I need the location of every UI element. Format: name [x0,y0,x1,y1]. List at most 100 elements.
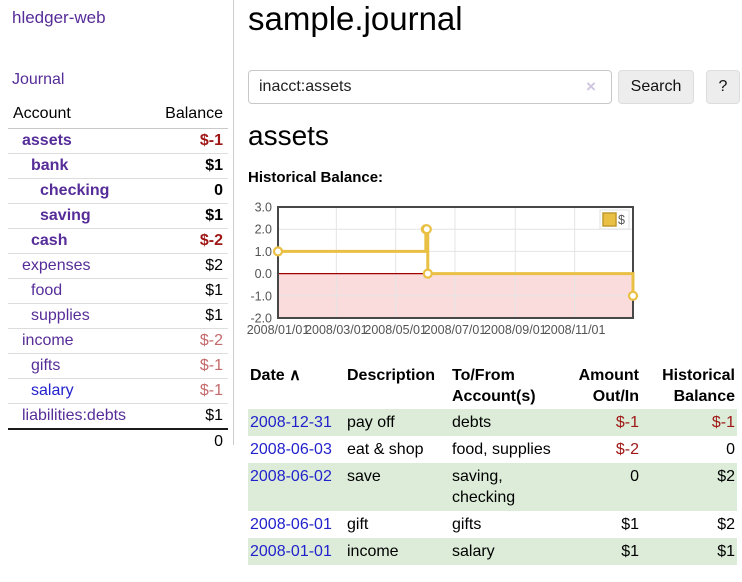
account-balance: $1 [149,303,228,329]
transaction-balance: $2 [717,468,735,485]
account-name-cell: liabilities:debts [8,403,150,430]
account-link-liabilities-debts[interactable]: liabilities:debts [22,407,127,424]
transaction-amount: $-1 [615,414,639,431]
transaction-accounts: debts [452,414,492,431]
plot-border [277,206,634,319]
x-tick-label: 2008/01/01 [247,323,310,337]
account-balance: $-1 [149,378,228,404]
account-name-cell: expenses [8,253,150,279]
y-tick-label: 2.0 [255,223,272,237]
transaction-row: 2008-01-01 income salary $1 $1 [248,538,737,565]
account-link-assets[interactable]: assets [22,132,72,149]
accounts-total-value: 0 [149,428,228,454]
accounts-total-spacer [8,428,150,454]
search-button[interactable]: Search [618,70,694,104]
transaction-date-cell: 2008-06-01 [248,511,345,538]
transaction-accounts: food, supplies [452,441,551,458]
account-name-cell: gifts [8,353,150,379]
account-link-cash[interactable]: cash [31,232,68,249]
x-tick-label: 2008/03/01 [305,323,368,337]
account-balance: $1 [149,153,228,179]
transaction-balance: 0 [726,441,735,458]
y-tick-label: 3.0 [255,201,272,215]
transaction-balance: $-1 [711,414,735,431]
account-row: salary $-1 [8,378,228,404]
transaction-accounts: gifts [452,516,482,533]
accounts-header-row: Account Balance [8,100,228,129]
account-balance: $1 [149,278,228,304]
clear-search-icon[interactable]: × [586,77,596,96]
account-row: saving $1 [8,203,228,229]
transaction-balance: $1 [717,543,735,560]
transaction-amount: 0 [630,468,639,485]
chart-point [272,246,284,257]
account-name-cell: food [8,278,150,304]
transaction-description: pay off [347,414,395,431]
transaction-date-cell: 2008-01-01 [248,538,345,565]
transaction-date-link[interactable]: 2008-06-01 [250,516,332,533]
transaction-amount: $-2 [615,441,639,458]
account-link-bank[interactable]: bank [31,157,69,174]
transaction-date-link[interactable]: 2008-01-01 [250,543,332,560]
account-balance: $2 [149,253,228,279]
app-brand-link[interactable]: hledger-web [12,8,106,27]
account-row: supplies $1 [8,303,228,329]
account-row: checking 0 [8,178,228,204]
account-row: liabilities:debts $1 [8,403,228,430]
transaction-description: eat & shop [347,441,424,458]
account-link-food[interactable]: food [31,282,63,299]
transaction-amount: $1 [621,516,639,533]
x-tick-label: 2008/09/01 [484,323,547,337]
transaction-date-cell: 2008-06-03 [248,436,345,463]
account-name-cell: income [8,328,150,354]
account-link-checking[interactable]: checking [40,182,110,199]
account-link-saving[interactable]: saving [40,207,91,224]
account-name-cell: salary [8,378,150,404]
transaction-date-link[interactable]: 2008-12-31 [250,414,332,431]
transaction-amount: $1 [621,543,639,560]
account-link-supplies[interactable]: supplies [31,307,90,324]
transaction-row: 2008-12-31 pay off debts $-1 $-1 [248,409,737,436]
account-balance: $1 [149,403,228,430]
account-name-cell: checking [8,178,150,204]
chart-point [421,224,432,235]
account-heading: assets [248,120,329,151]
account-row: income $-2 [8,328,228,354]
account-balance: $-1 [149,128,228,154]
account-name-cell: saving [8,203,150,229]
sort-ascending-icon: ∧ [289,367,301,384]
y-tick-label: -1.0 [250,289,272,303]
page-title: sample.journal [248,0,463,37]
search-input[interactable] [248,70,612,104]
x-tick-label: 2008/07/01 [424,323,487,337]
historical-balance-chart: 3.0 2.0 1.0 0.0 -1.0 -2.0 2008/01/01 2008/03/01… [244,198,741,340]
register-header-accounts: To/From Account(s) [452,367,536,405]
legend-swatch [602,212,617,227]
account-link-income[interactable]: income [22,332,74,349]
register-header-balance: Historical Balance [662,367,735,405]
account-row: gifts $-1 [8,353,228,379]
account-row: cash $-2 [8,228,228,254]
register-table: Date ∧ Description To/From Account(s) Am… [248,363,737,565]
account-link-salary[interactable]: salary [31,382,74,399]
y-tick-label: 0.0 [255,267,272,281]
chart-canvas: 3.0 2.0 1.0 0.0 -1.0 -2.02008/01/012008/03/01… [247,201,639,337]
transaction-date-link[interactable]: 2008-06-03 [250,441,332,458]
transaction-description: save [347,468,381,485]
date-header-label: Date [250,367,285,384]
help-button[interactable]: ? [706,70,740,104]
register-header-date[interactable]: Date ∧ [248,363,345,409]
sidebar-item-journal[interactable]: Journal [12,71,65,88]
account-link-gifts[interactable]: gifts [31,357,61,374]
account-link-expenses[interactable]: expenses [22,257,91,274]
account-balance: $-2 [149,228,228,254]
account-balance: 0 [149,178,228,204]
accounts-total-row: 0 [8,428,228,454]
chart-point [627,290,639,301]
y-tick-label: 1.0 [255,245,272,259]
y-tick-label: -2.0 [250,312,272,326]
transaction-date-link[interactable]: 2008-06-02 [250,468,332,485]
account-balance: $1 [149,203,228,229]
account-balance: $-2 [149,328,228,354]
accounts-header-account: Account [8,100,150,129]
